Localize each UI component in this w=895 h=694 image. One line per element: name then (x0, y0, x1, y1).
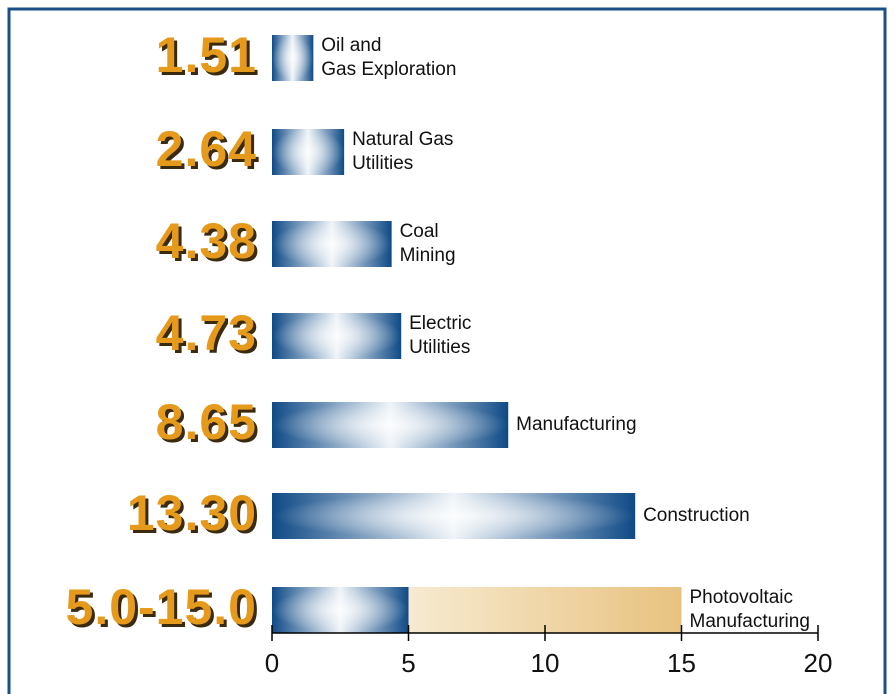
category-label: Utilities (352, 153, 413, 174)
bar-glow (272, 129, 345, 175)
value-label-shadow: 1.51 (159, 30, 260, 86)
category-label: Gas Exploration (321, 59, 456, 80)
value-label: 13.30 (127, 485, 257, 541)
category-label: Electric (409, 313, 471, 334)
bar-glow (272, 402, 509, 448)
x-tick-label: 0 (265, 648, 279, 678)
category-label: Natural Gas (352, 129, 453, 150)
x-tick-label: 20 (804, 648, 833, 678)
category-label: Manufacturing (516, 414, 636, 435)
value-label-shadow: 5.0-15.0 (69, 582, 260, 638)
value-label-shadow: 13.30 (130, 488, 260, 544)
value-label: 2.64 (156, 121, 257, 177)
category-label: Mining (400, 245, 456, 266)
x-tick-label: 15 (667, 648, 696, 678)
value-label: 4.38 (156, 213, 257, 269)
bar-glow (272, 221, 392, 267)
bar-glow (272, 493, 636, 539)
x-tick-label: 10 (531, 648, 560, 678)
bar-glow (272, 35, 314, 81)
category-label: Manufacturing (690, 611, 810, 632)
bar-glow (272, 587, 409, 633)
value-label-shadow: 2.64 (159, 124, 260, 180)
value-label-shadow: 8.65 (159, 397, 260, 453)
bar-glow (272, 313, 402, 359)
x-tick-label: 5 (401, 648, 415, 678)
value-label-shadow: 4.73 (159, 308, 260, 364)
value-label-shadow: 4.38 (159, 216, 260, 272)
category-label: Photovoltaic (690, 587, 794, 608)
frame (7, 7, 887, 694)
value-label: 8.65 (156, 394, 257, 450)
value-label: 5.0-15.0 (66, 579, 257, 635)
category-label: Oil and (321, 35, 381, 56)
category-label: Coal (400, 221, 439, 242)
value-label: 1.51 (156, 27, 257, 83)
value-label: 4.73 (156, 305, 257, 361)
category-label: Construction (643, 505, 750, 526)
category-label: Utilities (409, 337, 470, 358)
